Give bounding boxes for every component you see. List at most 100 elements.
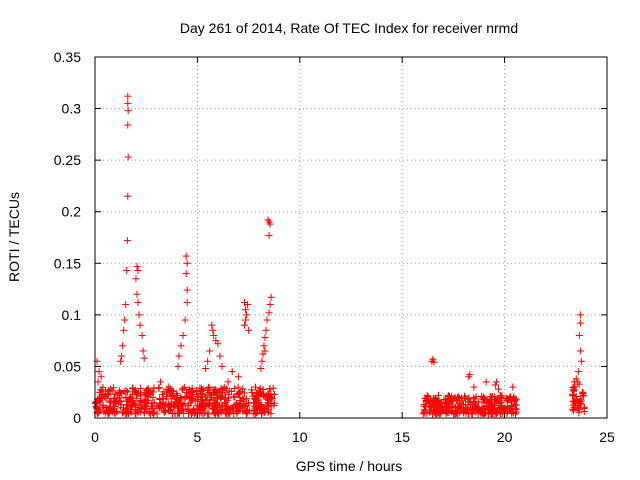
data-point	[144, 400, 152, 408]
data-point	[257, 364, 265, 372]
data-point	[441, 399, 449, 407]
data-point	[262, 326, 270, 334]
data-point	[133, 290, 141, 298]
data-point	[205, 410, 213, 418]
data-point	[138, 331, 146, 339]
data-point	[570, 386, 578, 394]
data-point	[122, 393, 130, 401]
data-point	[146, 391, 154, 399]
data-point	[181, 383, 189, 391]
data-point	[227, 405, 235, 413]
data-point	[157, 404, 165, 412]
data-point	[261, 393, 269, 401]
data-point	[189, 388, 197, 396]
data-point	[438, 399, 446, 407]
data-point	[580, 407, 588, 415]
data-point	[496, 409, 504, 417]
data-point	[256, 390, 264, 398]
data-point	[218, 362, 226, 370]
data-point	[174, 362, 182, 370]
data-point	[181, 316, 189, 324]
data-point	[100, 403, 108, 411]
data-point	[133, 406, 141, 414]
data-point	[575, 406, 583, 414]
data-point	[420, 401, 428, 409]
data-point	[225, 390, 233, 398]
data-point	[474, 404, 482, 412]
data-point	[270, 390, 278, 398]
data-point	[136, 397, 144, 405]
data-point	[117, 404, 125, 412]
data-point	[123, 401, 131, 409]
data-point	[122, 387, 130, 395]
data-point	[124, 121, 132, 129]
data-point	[202, 364, 210, 372]
data-point	[265, 309, 273, 317]
data-point	[164, 407, 172, 415]
data-point	[266, 220, 274, 228]
data-point	[262, 392, 270, 400]
data-point	[210, 386, 218, 394]
data-point	[183, 393, 191, 401]
data-point	[430, 358, 438, 366]
data-point	[181, 400, 189, 408]
data-point	[258, 405, 266, 413]
data-point	[201, 409, 209, 417]
data-point	[121, 316, 129, 324]
data-point	[244, 301, 252, 309]
data-point	[245, 326, 253, 334]
data-point	[260, 342, 268, 350]
data-point	[235, 389, 243, 397]
data-point	[467, 397, 475, 405]
data-point	[233, 409, 241, 417]
data-point	[199, 385, 207, 393]
data-point	[509, 409, 517, 417]
data-point	[205, 384, 213, 392]
data-point	[150, 384, 158, 392]
data-point	[143, 386, 151, 394]
y-axis-label: ROTI / TECUs	[6, 192, 22, 282]
y-tick-label: 0.2	[62, 204, 82, 220]
data-point	[219, 385, 227, 393]
data-point	[103, 389, 111, 397]
data-point	[254, 400, 262, 408]
data-point	[421, 394, 429, 402]
data-point	[149, 409, 157, 417]
data-point	[232, 403, 240, 411]
data-point	[236, 389, 244, 397]
data-point	[136, 321, 144, 329]
y-tick-label: 0.35	[54, 49, 81, 65]
data-point	[184, 410, 192, 418]
data-point	[579, 389, 587, 397]
data-point	[188, 396, 196, 404]
data-point	[241, 402, 249, 410]
x-tick-label: 15	[394, 429, 410, 445]
data-point	[446, 398, 454, 406]
data-point	[179, 385, 187, 393]
data-point	[234, 373, 242, 381]
data-point	[134, 298, 142, 306]
chart-title: Day 261 of 2014, Rate Of TEC Index for r…	[180, 20, 518, 36]
data-point	[576, 347, 584, 355]
data-point	[496, 392, 504, 400]
data-point	[132, 394, 140, 402]
data-point	[572, 393, 580, 401]
data-point	[569, 390, 577, 398]
y-tick-label: 0.1	[62, 307, 82, 323]
data-point	[133, 262, 141, 270]
data-point	[170, 402, 178, 410]
data-point	[97, 373, 105, 381]
y-tick-label: 0.15	[54, 255, 81, 271]
data-point	[575, 380, 583, 388]
data-point	[110, 409, 118, 417]
data-point	[212, 405, 220, 413]
data-point	[198, 384, 206, 392]
data-point	[250, 410, 258, 418]
data-point	[204, 357, 212, 365]
data-point	[183, 259, 191, 267]
data-point	[205, 401, 213, 409]
data-point	[467, 410, 475, 418]
data-point	[95, 408, 103, 416]
data-point	[465, 373, 473, 381]
